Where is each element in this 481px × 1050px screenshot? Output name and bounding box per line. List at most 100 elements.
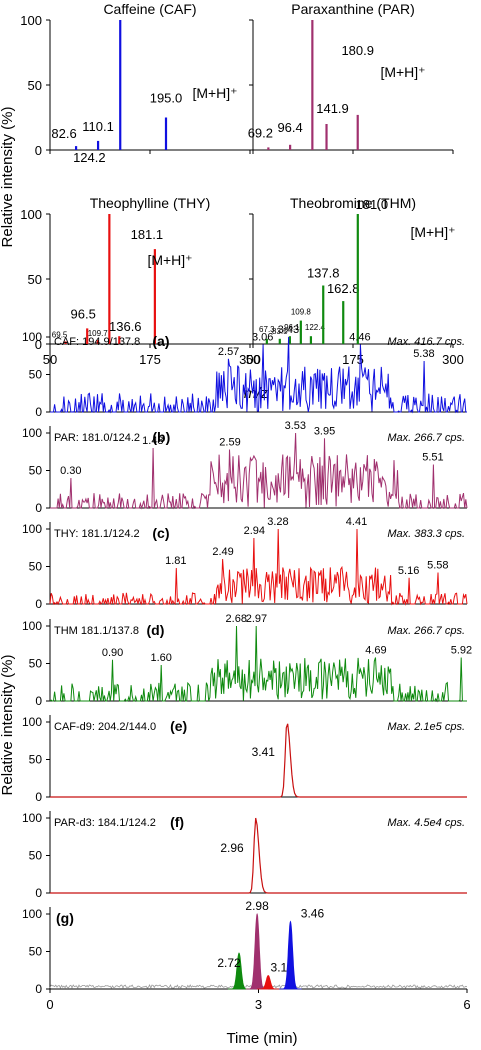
- chrom-trace-label: PAR: 181.0/124.2: [54, 432, 140, 444]
- chrom-max-label: Max. 416.7 cps.: [387, 336, 465, 348]
- spectrum-peak-label: 110.1: [82, 119, 114, 134]
- chrom-peak-label: 2.94: [244, 525, 265, 537]
- chrom-y-tick-label: 100: [22, 330, 42, 344]
- chrom-y-tick-label: 50: [29, 368, 43, 382]
- chrom-trace-tag: (f): [170, 814, 184, 830]
- chrom-trace-line: [50, 723, 467, 798]
- chrom-trace-line: [50, 432, 468, 510]
- spectrum-peak-label: 69.5: [52, 330, 68, 339]
- chrom-peak-label: 2.59: [219, 437, 240, 449]
- spectrum-peak-label: 141.9: [316, 101, 349, 116]
- chrom-x-tick-label: 3: [255, 997, 262, 1012]
- spectrum-y-tick-label: 50: [28, 78, 42, 93]
- spectrum-panel: Theophylline (THY) 0 50 100 50 175 300 69.596.5…: [20, 150, 261, 367]
- chromatogram-panel: 0 50 100 PAR: 181.0/124.2 (b) Max. 266.7 cps…: [22, 420, 468, 515]
- chrom-trace-tag: (g): [56, 910, 74, 926]
- chromatogram-panel: 0 50 100 CAF-d9: 204.2/144.0 (e) Max. 2.1e5 …: [22, 715, 467, 804]
- chrom-peak-label: 4.41: [346, 516, 367, 528]
- chrom-peak-label: 2.49: [212, 546, 233, 558]
- chrom-peak-label: 1.81: [165, 555, 186, 567]
- spectrum-title: Paraxanthine (PAR): [291, 1, 414, 17]
- spectrum-peak-label: 96.1: [284, 323, 300, 332]
- chrom-peak-label: 2.68: [226, 613, 247, 625]
- spectrum-y-tick-label: 50: [28, 272, 42, 287]
- chrom-y-tick-label: 0: [35, 982, 42, 996]
- chrom-peak-label: 5.38: [413, 348, 434, 360]
- spectrum-peak-label: 122.4: [305, 323, 326, 332]
- chrom-trace-line: [50, 817, 467, 894]
- top-y-axis-label: Relative intensity (%): [0, 107, 16, 248]
- spectrum-peak-label: 67.3: [259, 325, 275, 334]
- chrom-x-tick-label: 6: [463, 997, 470, 1012]
- chrom-peak-label: 2.97: [246, 613, 267, 625]
- chrom-trace-tag: (e): [170, 718, 187, 734]
- chrom-peak-label: 2.96: [220, 841, 244, 855]
- chromatogram-panel: 0 50 100 THY: 181.1/124.2 (c) Max. 383.3 cps…: [22, 516, 468, 611]
- chrom-max-label: Max. 2.1e5 cps.: [387, 721, 465, 733]
- chromatogram-panel: 0 50 100 CAF: 194.9/137.8 (a) Max. 416.7 cps…: [22, 324, 467, 419]
- chrom-y-tick-label: 100: [22, 619, 42, 633]
- spectrum-x-tick-label: 50: [246, 352, 260, 367]
- chromatogram-panel: 0 50 100 PAR-d3: 184.1/124.2 (f) Max. 4.5e4 …: [22, 811, 467, 900]
- ion-label: [M+H]⁺: [410, 224, 455, 240]
- chrom-y-tick-label: 100: [22, 426, 42, 440]
- chrom-max-label: Max. 266.7 cps.: [387, 432, 465, 444]
- chrom-trace-label: THY: 181.1/124.2: [54, 528, 140, 540]
- spectrum-panel: Paraxanthine (PAR)69.296.4124.2141.9180.…: [248, 1, 454, 154]
- spectrum-x-tick-label: 300: [239, 352, 261, 367]
- chrom-peak-label: 5.51: [422, 452, 443, 464]
- spectrum-y-tick-label: 0: [35, 337, 42, 352]
- chrom-y-tick-label: 0: [35, 886, 42, 900]
- spectrum-peak-label: 96.4: [277, 120, 302, 135]
- chrom-peak-label: 2.57: [218, 346, 239, 358]
- chrom-peak-label: 3.53: [285, 420, 306, 432]
- spectrum-title: Caffeine (CAF): [103, 1, 196, 17]
- chrom-peak-label: 1.48: [142, 435, 163, 447]
- chrom-y-tick-label: 100: [22, 715, 42, 729]
- chrom-trace-tag: (c): [152, 525, 169, 541]
- spectrum-peak-label: 162.8: [327, 281, 360, 296]
- chrom-trace-tag: (a): [152, 333, 169, 349]
- spectrum-title: Theobromine (THM): [290, 195, 416, 211]
- bottom-y-axis-label: Relative intensity (%): [0, 655, 16, 796]
- spectrum-peak-label: 181.1: [131, 227, 164, 242]
- spectra-panels: Caffeine (CAF) 0 50 100 82.6 110.1 137.8 195.0 […: [20, 1, 464, 367]
- chrom-trace-tag: (d): [147, 622, 165, 638]
- chrom-peak-label: 5.58: [427, 560, 448, 572]
- chrom-peak-label: 5.16: [398, 565, 419, 577]
- chrom-trace-label: PAR-d3: 184.1/124.2: [54, 817, 156, 829]
- spectrum-peak-label: 181.0: [356, 197, 389, 212]
- chrom-peak-label: 3.28: [267, 516, 288, 528]
- chrom-peak-label: 5.92: [451, 645, 472, 657]
- ion-label: [M+H]⁺: [192, 85, 237, 101]
- chrom-trace-line: [49, 625, 467, 703]
- chrom-y-tick-label: 50: [29, 849, 43, 863]
- chrom-peak-label: 2.98: [245, 899, 269, 913]
- chrom-y-tick-label: 0: [35, 790, 42, 804]
- spectrum-x-tick-label: 175: [342, 352, 364, 367]
- chrom-y-tick-label: 0: [35, 501, 42, 515]
- chrom-peak-label: 0.90: [102, 647, 123, 659]
- chrom-y-tick-label: 0: [35, 694, 42, 708]
- chrom-peak-label: 3.43: [278, 324, 299, 336]
- spectrum-peak-label: 82.6: [51, 126, 76, 141]
- spectrum-y-tick-label: 0: [35, 143, 42, 158]
- spectrum-panel: Theobromine (THM) 50 175 300 67.383.596.1 109…: [246, 195, 464, 367]
- spectrum-peak-label: 124.2: [73, 150, 106, 165]
- spectrum-peak-label: 83.5: [272, 327, 288, 336]
- spectrum-title: Theophylline (THY): [90, 195, 211, 211]
- chrom-trace-label: CAF-d9: 204.2/144.0: [54, 721, 156, 733]
- chrom-trace-label: THM 181.1/137.8: [54, 625, 139, 637]
- chrom-peak-label: 2.72: [217, 956, 241, 970]
- spectrum-x-tick-label: 175: [139, 352, 161, 367]
- spectrum-peak-label: 96.5: [71, 306, 96, 321]
- chrom-y-tick-label: 50: [29, 945, 43, 959]
- spectrum-x-tick-label: 300: [442, 352, 464, 367]
- chromatogram-panels: 0 50 100 CAF: 194.9/137.8 (a) Max. 416.7 cps…: [22, 324, 472, 1012]
- chrom-y-tick-label: 50: [29, 657, 43, 671]
- chrom-peak-label: 4.46: [349, 332, 370, 344]
- chrom-peak-label: 0.30: [60, 465, 81, 477]
- spectrum-y-tick-label: 100: [20, 13, 42, 28]
